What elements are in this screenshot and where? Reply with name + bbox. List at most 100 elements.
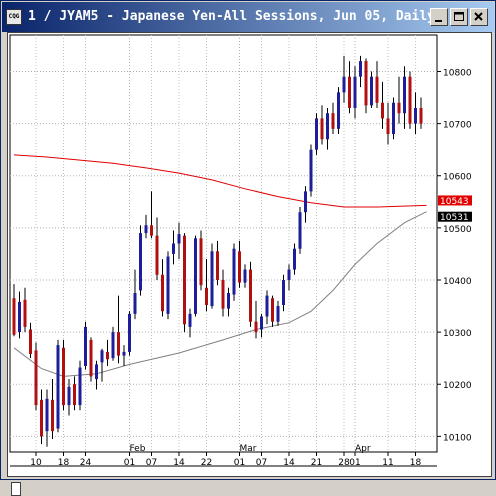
- month-label: Mar: [240, 444, 257, 454]
- candle-body: [414, 107, 417, 124]
- candle-body: [386, 118, 390, 135]
- candle-body: [375, 76, 379, 103]
- candle-body: [29, 329, 32, 355]
- minimize-icon: [435, 20, 442, 22]
- candle-body: [111, 332, 115, 359]
- candle-body: [183, 235, 186, 325]
- candle-body: [194, 238, 197, 314]
- candle-body: [276, 306, 280, 322]
- day-label: 11: [382, 458, 393, 468]
- candle-body: [331, 113, 335, 129]
- candle-body: [348, 76, 351, 108]
- title-bar[interactable]: CQG 1 / JYAM5 - Japanese Yen-All Session…: [2, 2, 494, 32]
- candle-body: [359, 61, 362, 77]
- candle-body: [188, 313, 192, 327]
- candle-body: [419, 107, 423, 124]
- day-label: 01: [349, 458, 360, 468]
- candle-body: [216, 251, 219, 280]
- candle-body: [403, 76, 406, 114]
- candle-body: [67, 386, 71, 406]
- last-value-badge: [438, 211, 472, 222]
- maximize-button[interactable]: [450, 8, 468, 26]
- day-label: 18: [58, 458, 70, 468]
- candle-body: [309, 149, 313, 192]
- day-label: 18: [410, 458, 422, 468]
- day-label: 22: [201, 458, 212, 468]
- candle-body: [139, 233, 142, 291]
- candle-body: [18, 301, 21, 333]
- candle-body: [45, 398, 49, 432]
- candle-body: [23, 299, 27, 327]
- y-tick-label: 10100: [443, 433, 472, 443]
- day-label: 01: [234, 458, 245, 468]
- day-label: 28: [338, 458, 350, 468]
- month-label: Feb: [130, 444, 146, 454]
- y-tick-label: 10700: [443, 121, 472, 131]
- candle-body: [89, 339, 93, 377]
- candle-body: [128, 313, 131, 352]
- day-label: 14: [173, 458, 185, 468]
- day-label: 07: [146, 458, 157, 468]
- scroll-handle[interactable]: [11, 482, 21, 496]
- month-label: Apr: [355, 444, 371, 454]
- candle-body: [320, 118, 324, 140]
- candle-body: [392, 102, 395, 135]
- candle-body: [95, 364, 98, 380]
- y-tick-label: 10600: [443, 173, 472, 183]
- candle-body: [326, 113, 329, 140]
- candle-body: [304, 191, 307, 213]
- day-label: 10: [30, 458, 42, 468]
- candle-body: [282, 279, 285, 306]
- last-value-badge: [438, 195, 472, 206]
- candle-body: [122, 351, 126, 356]
- candle-body: [155, 235, 159, 275]
- candle-body: [51, 399, 54, 432]
- candle-body: [73, 384, 76, 406]
- candle-body: [205, 287, 208, 306]
- candle-body: [287, 269, 291, 280]
- candle-body: [364, 61, 368, 106]
- candle-body: [238, 251, 241, 283]
- moving-average-line: [13, 154, 427, 208]
- y-tick-label: 10200: [443, 381, 472, 391]
- candle-body: [249, 269, 252, 322]
- close-button[interactable]: [470, 8, 488, 26]
- candle-body: [210, 251, 214, 307]
- candle-body: [177, 234, 181, 244]
- day-label: 07: [256, 458, 267, 468]
- candle-body: [84, 326, 87, 366]
- maximize-icon: [454, 12, 464, 21]
- candle-body: [78, 367, 82, 406]
- candle-body: [370, 76, 373, 106]
- candle-body: [172, 243, 175, 254]
- chart-area[interactable]: 10100 10200 10300 10400 10500 10600 10700 10800…: [7, 32, 492, 496]
- minimize-button[interactable]: [430, 8, 448, 26]
- candle-body: [40, 399, 43, 437]
- day-label: 01: [124, 458, 135, 468]
- candle-body: [117, 332, 120, 356]
- candle-body: [100, 350, 104, 363]
- candle-body: [298, 212, 302, 249]
- y-tick-label: 10800: [443, 68, 472, 78]
- last-value-label: 10543: [440, 197, 469, 207]
- candle-body: [271, 298, 274, 322]
- candle-body: [397, 102, 401, 114]
- last-value-label: 10531: [440, 213, 469, 223]
- candle-body: [34, 350, 38, 406]
- candle-body: [265, 295, 269, 317]
- app-icon[interactable]: CQG: [6, 9, 22, 25]
- candle-body: [315, 118, 318, 150]
- candle-body: [254, 321, 258, 333]
- candle-body: [166, 256, 170, 314]
- y-tick-label: 10300: [443, 329, 472, 339]
- day-label: 21: [311, 458, 322, 468]
- close-icon: [474, 12, 483, 21]
- candle-body: [221, 279, 225, 309]
- candle-body: [293, 248, 296, 270]
- candle-body: [133, 293, 137, 314]
- candlestick-chart[interactable]: 10100 10200 10300 10400 10500 10600 10700 10800…: [8, 33, 491, 476]
- day-label: 24: [80, 458, 92, 468]
- candle-body: [260, 316, 263, 330]
- candle-body: [106, 351, 109, 360]
